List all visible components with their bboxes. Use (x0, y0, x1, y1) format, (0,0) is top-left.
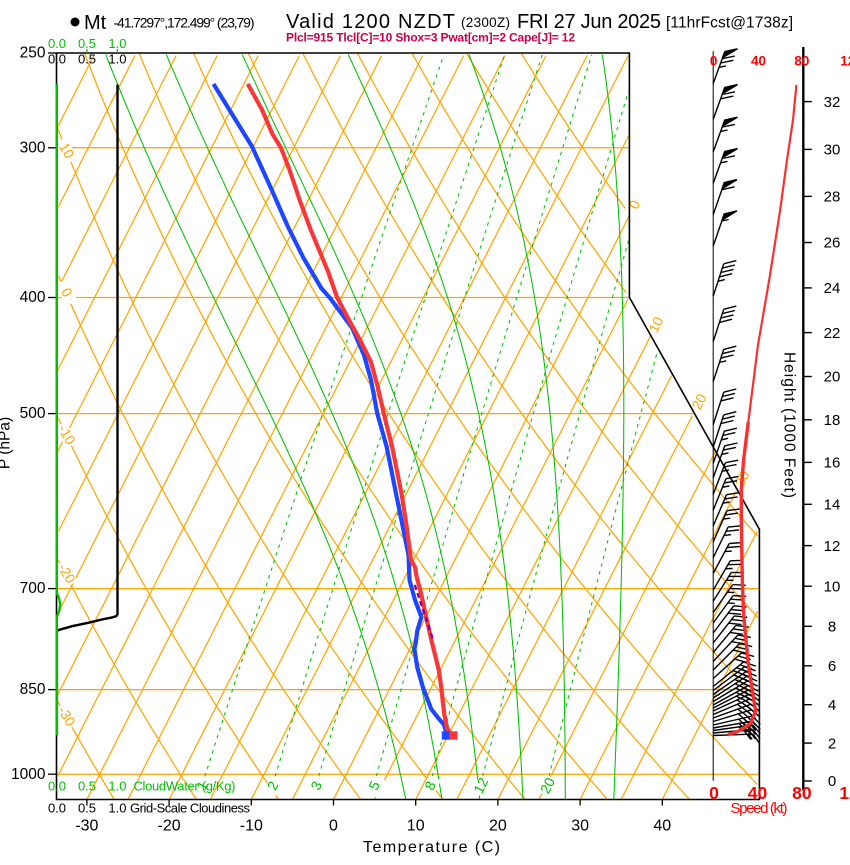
svg-text:0: 0 (329, 818, 338, 835)
svg-text:120: 120 (839, 783, 850, 803)
svg-text:(2300Z): (2300Z) (461, 15, 510, 30)
svg-text:Temperature (C): Temperature (C) (363, 839, 500, 856)
svg-text:28: 28 (824, 189, 841, 206)
svg-text:1.0: 1.0 (108, 801, 126, 816)
svg-text:22: 22 (824, 325, 841, 342)
svg-text:0: 0 (710, 54, 718, 69)
svg-text:40: 40 (751, 54, 766, 69)
svg-text:0.0: 0.0 (48, 801, 66, 816)
svg-text:0.5: 0.5 (78, 801, 96, 816)
svg-text:0: 0 (828, 773, 836, 790)
svg-text:0.5: 0.5 (78, 52, 96, 67)
svg-text:-10: -10 (240, 818, 263, 835)
svg-text:1.0: 1.0 (108, 779, 126, 794)
svg-text:Plcl=915 Tlcl[C]=10 Shox=3 Pwa: Plcl=915 Tlcl[C]=10 Shox=3 Pwat[cm]=2 Ca… (286, 31, 575, 45)
svg-text:0.0: 0.0 (48, 52, 66, 67)
svg-text:1.0: 1.0 (108, 52, 126, 67)
svg-text:120: 120 (840, 54, 850, 69)
svg-text:-20: -20 (158, 818, 181, 835)
svg-text:250: 250 (20, 45, 46, 62)
svg-text:0.0: 0.0 (48, 779, 66, 794)
svg-text:12: 12 (824, 538, 841, 555)
svg-text:20: 20 (489, 818, 507, 835)
svg-text:0: 0 (709, 783, 719, 803)
svg-text:14: 14 (824, 497, 841, 514)
svg-text:500: 500 (20, 405, 46, 422)
svg-text:-41.7297°,172.499° (23,79): -41.7297°,172.499° (23,79) (114, 15, 255, 31)
svg-text:[11hrFcst@1738z]: [11hrFcst@1738z] (666, 15, 793, 32)
svg-text:32: 32 (824, 94, 841, 111)
svg-text:400: 400 (20, 289, 46, 306)
svg-text:30: 30 (571, 818, 589, 835)
svg-text:40: 40 (653, 818, 671, 835)
svg-text:Mt: Mt (84, 12, 107, 34)
svg-text:P (hPa): P (hPa) (0, 417, 14, 469)
svg-text:0.0: 0.0 (48, 36, 66, 51)
svg-text:10: 10 (407, 818, 425, 835)
svg-text:Grid-Scale Cloudiness: Grid-Scale Cloudiness (130, 801, 251, 816)
svg-text:18: 18 (824, 412, 841, 429)
svg-text:16: 16 (824, 455, 841, 472)
svg-text:2: 2 (828, 735, 836, 752)
svg-text:1000: 1000 (11, 766, 46, 783)
svg-text:24: 24 (824, 280, 841, 297)
svg-text:80: 80 (792, 783, 812, 803)
svg-text:0.5: 0.5 (78, 36, 96, 51)
svg-text:Speed (kt): Speed (kt) (731, 800, 788, 817)
svg-text:0.5: 0.5 (78, 779, 96, 794)
svg-text:850: 850 (20, 681, 46, 698)
svg-text:Height (1000 Feet): Height (1000 Feet) (781, 352, 798, 498)
svg-text:30: 30 (824, 142, 841, 159)
svg-text:300: 300 (20, 139, 46, 156)
svg-text:8: 8 (828, 619, 836, 636)
svg-text:4: 4 (828, 697, 836, 714)
svg-text:20: 20 (824, 369, 841, 386)
svg-text:CloudWater (g/Kg): CloudWater (g/Kg) (134, 779, 236, 794)
svg-text:80: 80 (794, 54, 809, 69)
svg-text:-30: -30 (75, 818, 98, 835)
svg-text:700: 700 (20, 580, 46, 597)
svg-text:1.0: 1.0 (108, 36, 126, 51)
svg-text:6: 6 (828, 658, 836, 675)
svg-text:26: 26 (824, 235, 841, 252)
svg-text:10: 10 (824, 578, 841, 595)
